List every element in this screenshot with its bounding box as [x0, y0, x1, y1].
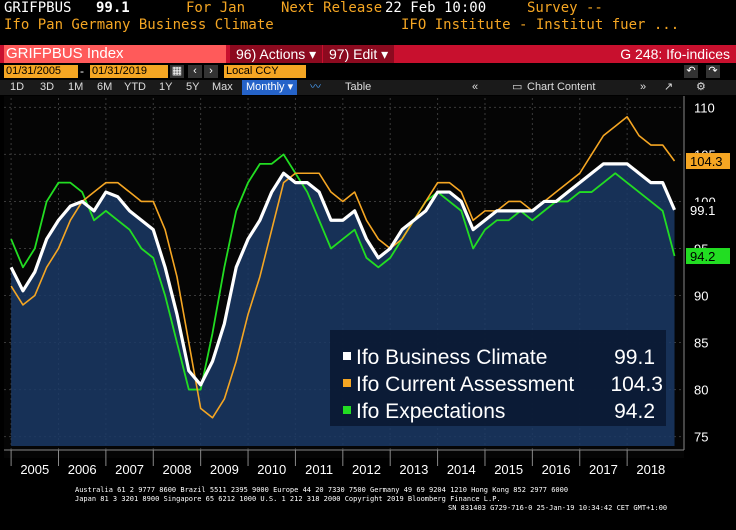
footer-line-1: Australia 61 2 9777 8600 Brazil 5511 239…	[75, 486, 569, 494]
legend-label: Ifo Current Assessment	[356, 373, 574, 396]
y-tick-label: 85	[694, 336, 708, 351]
range-5y[interactable]: 5Y	[186, 81, 200, 93]
table-button[interactable]: Table	[345, 81, 372, 93]
x-tick-label: 2015	[494, 462, 523, 477]
last-value-box	[686, 201, 730, 218]
last-value-box	[686, 153, 730, 170]
currency-select[interactable]: Local CCY	[224, 65, 306, 78]
legend: Ifo Business Climate 99.1 Ifo Current As…	[330, 330, 666, 426]
range-3d[interactable]: 3D	[40, 81, 55, 93]
range-max[interactable]: Max	[212, 81, 233, 93]
x-tick-label: 2014	[447, 462, 476, 477]
line-chart-icon[interactable]: 〰	[310, 81, 321, 93]
double-chevron-left-icon[interactable]: «	[472, 81, 479, 93]
gear-icon[interactable]: ⚙	[696, 81, 706, 93]
footer-line-2: Japan 81 3 3201 8900 Singapore 65 6212 1…	[75, 495, 501, 503]
end-date-input[interactable]: 01/31/2019	[90, 65, 168, 78]
security-field[interactable]: GRIFPBUS Index	[4, 45, 226, 63]
last-value-label: 104.3	[690, 154, 723, 169]
action-bar: GRIFPBUS Index 96) Actions ▾ 97) Edit ▾ …	[0, 45, 736, 63]
x-tick-label: 2018	[636, 462, 665, 477]
x-tick-label: 2010	[257, 462, 286, 477]
series-lines	[9, 116, 676, 419]
x-tick-label: 2016	[542, 462, 571, 477]
series-line-expectations	[10, 153, 676, 391]
x-tick-label: 2011	[305, 462, 333, 477]
x-tick-label: 2017	[589, 462, 618, 477]
range-row: 1D 3D 1M 6M YTD 1Y 5Y Max Monthly ▾ 〰 Ta…	[0, 80, 736, 95]
next-release-label: Next Release	[281, 0, 383, 16]
undo-icon[interactable]: ↶	[684, 65, 698, 78]
legend-label: Ifo Business Climate	[356, 346, 547, 369]
legend-value: 99.1	[614, 346, 655, 369]
legend-item-expectations: Ifo Expectations 94.2	[343, 400, 655, 423]
calendar-icon[interactable]: ▦	[170, 65, 184, 78]
legend-value: 104.3	[610, 373, 663, 396]
legend-item-business-climate: Ifo Business Climate 99.1	[343, 346, 655, 369]
legend-swatch	[343, 379, 351, 387]
last-value-label: 94.2	[690, 249, 715, 264]
chevron-left-icon[interactable]: ‹	[188, 65, 202, 78]
for-label: For Jan	[186, 0, 246, 16]
double-chevron-right-icon[interactable]: »	[640, 81, 647, 93]
legend-swatch	[343, 406, 351, 414]
legend-label: Ifo Expectations	[356, 400, 505, 423]
x-tick-label: 2008	[163, 462, 192, 477]
series-line-current-assessment	[10, 116, 676, 419]
frequency-select[interactable]: Monthly ▾	[242, 80, 298, 95]
actions-button[interactable]: 96) Actions ▾	[230, 45, 323, 63]
description: Ifo Pan Germany Business Climate	[4, 17, 274, 33]
y-tick-label: 90	[694, 289, 708, 304]
start-date-input[interactable]: 01/31/2005	[4, 65, 78, 78]
range-1d[interactable]: 1D	[10, 81, 25, 93]
survey-label: Survey --	[527, 0, 603, 16]
ticker: GRIFPBUS	[4, 0, 72, 16]
date-row: 01/31/2005 - 01/31/2019 ▦ ‹ › Local CCY …	[0, 64, 736, 79]
footer-line-3: SN 831403 G729-716-0 25-Jan-19 10:34:42 …	[448, 504, 668, 512]
x-tick-label: 2009	[210, 462, 239, 477]
x-tick-label: 2005	[20, 462, 49, 477]
date-separator: -	[80, 64, 84, 78]
last-value-box	[686, 248, 730, 265]
chevron-right-icon[interactable]: ›	[204, 65, 218, 78]
legend-background	[330, 330, 666, 426]
x-tick-label: 2013	[399, 462, 428, 477]
x-tick-label: 2006	[68, 462, 97, 477]
redo-icon[interactable]: ↷	[706, 65, 720, 78]
last-value-labels: 99.1 104.3 94.2	[686, 153, 730, 265]
chart-content-icon: ▭	[512, 81, 523, 93]
chart: 7580859095100105110 20052006200720082009…	[0, 96, 736, 490]
header-line-1: GRIFPBUS 99.1 For Jan Next Release 22 Fe…	[0, 0, 736, 17]
last-value: 99.1	[96, 0, 130, 16]
legend-swatch	[343, 352, 351, 360]
range-1y[interactable]: 1Y	[159, 81, 173, 93]
last-value-label: 99.1	[690, 203, 715, 218]
series-line-business-climate	[9, 162, 676, 387]
x-axis: 2005 2006 2007 2008 2009 2010 2011 2012 2013 2014…	[4, 449, 684, 477]
y-tick-label: 75	[694, 430, 708, 445]
source: IFO Institute - Institut fuer ...	[401, 17, 680, 33]
next-release-date: 22 Feb 10:00	[385, 0, 487, 16]
range-ytd[interactable]: YTD	[124, 81, 146, 93]
edit-button[interactable]: 97) Edit ▾	[323, 45, 395, 63]
y-tick-label: 80	[694, 383, 708, 398]
legend-value: 94.2	[614, 400, 655, 423]
y-tick-label: 110	[694, 100, 715, 115]
header-line-2: Ifo Pan Germany Business Climate IFO Ins…	[0, 17, 736, 34]
x-tick-label: 2012	[352, 462, 381, 477]
range-6m[interactable]: 6M	[97, 81, 113, 93]
chart-content-button[interactable]: Chart Content	[527, 81, 596, 93]
legend-item-current-assessment: Ifo Current Assessment 104.3	[343, 373, 663, 396]
range-1m[interactable]: 1M	[68, 81, 84, 93]
external-icon[interactable]: ↗	[664, 81, 674, 93]
page-code: G 248: Ifo-indices	[620, 46, 730, 62]
x-tick-label: 2007	[115, 462, 144, 477]
